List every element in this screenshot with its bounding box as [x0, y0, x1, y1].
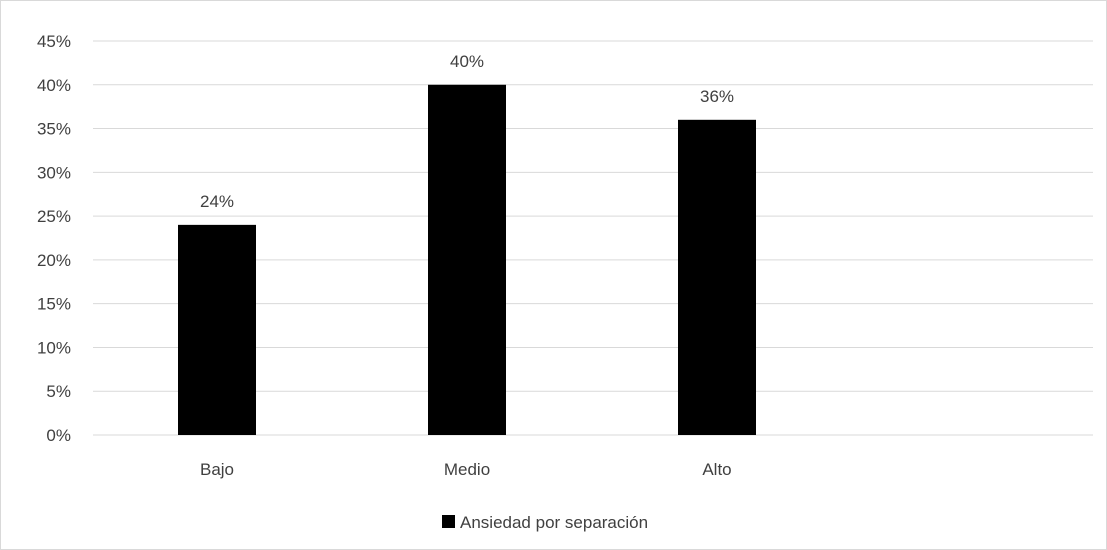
x-tick-label: Bajo	[200, 460, 234, 479]
bars	[178, 84, 756, 436]
y-tick-label: 0%	[46, 426, 71, 445]
y-tick-label: 30%	[37, 163, 71, 182]
x-axis-tick-labels: Bajo Medio Alto	[200, 460, 732, 479]
x-tick-label: Alto	[702, 460, 731, 479]
y-tick-label: 40%	[37, 76, 71, 95]
data-label: 24%	[200, 192, 234, 211]
data-labels: 24% 40% 36%	[200, 52, 734, 211]
y-tick-label: 20%	[37, 251, 71, 270]
data-label: 36%	[700, 87, 734, 106]
gridlines	[93, 40, 1093, 436]
legend-label: Ansiedad por separación	[460, 513, 648, 532]
y-tick-label: 45%	[37, 32, 71, 51]
y-tick-label: 35%	[37, 120, 71, 139]
legend-swatch	[442, 515, 455, 528]
x-tick-label: Medio	[444, 460, 490, 479]
y-axis-tick-labels: 0% 5% 10% 15% 20% 25% 30% 35% 40% 45%	[37, 32, 71, 445]
y-tick-label: 25%	[37, 207, 71, 226]
data-label: 40%	[450, 52, 484, 71]
bar-bajo	[178, 224, 256, 435]
y-tick-label: 15%	[37, 295, 71, 314]
y-tick-label: 5%	[46, 382, 71, 401]
y-tick-label: 10%	[37, 338, 71, 357]
legend: Ansiedad por separación	[442, 513, 648, 532]
bar-alto	[678, 119, 756, 436]
bar-medio	[428, 84, 506, 436]
